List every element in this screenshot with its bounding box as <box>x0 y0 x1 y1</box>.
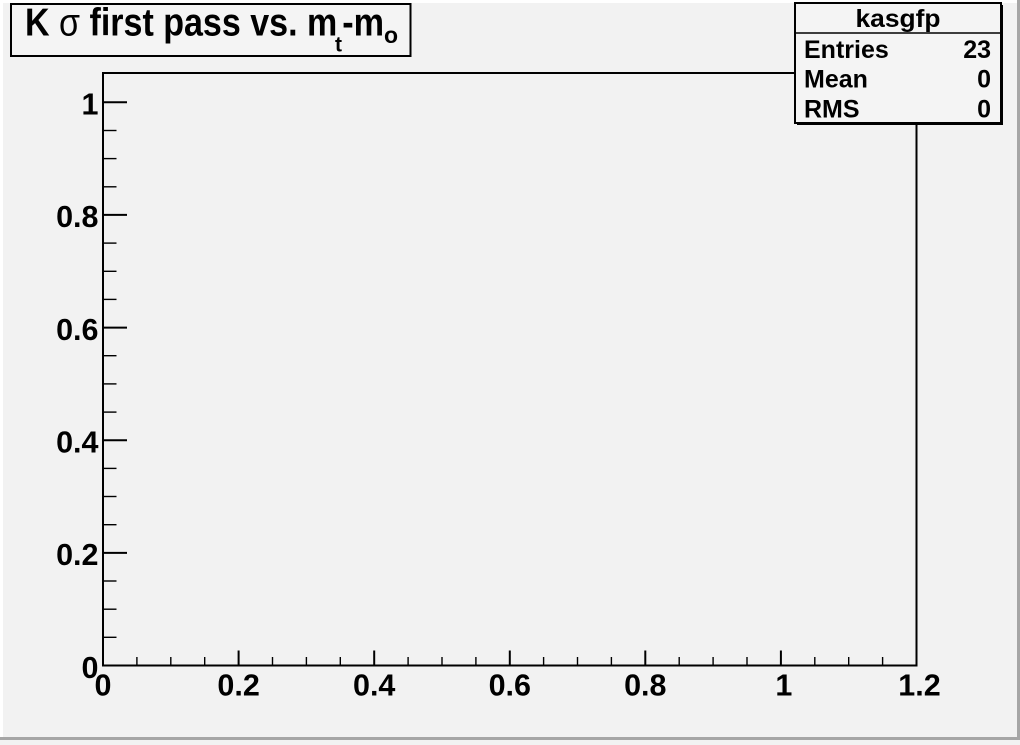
svg-text:t: t <box>335 33 342 56</box>
svg-text:0.4: 0.4 <box>353 669 395 703</box>
svg-text:0.2: 0.2 <box>56 538 98 572</box>
svg-text:0: 0 <box>977 95 991 123</box>
svg-text:0.6: 0.6 <box>489 669 531 703</box>
svg-text:Entries: Entries <box>804 36 889 64</box>
svg-text:kasgfp: kasgfp <box>856 5 941 33</box>
svg-text:0.6: 0.6 <box>56 313 98 347</box>
svg-text:0.8: 0.8 <box>56 200 98 234</box>
svg-text:0.8: 0.8 <box>624 669 666 703</box>
svg-text:0.2: 0.2 <box>217 669 259 703</box>
svg-text:Mean: Mean <box>804 66 868 94</box>
svg-text:23: 23 <box>963 36 991 64</box>
svg-text:1: 1 <box>82 88 99 122</box>
svg-text:0: 0 <box>977 66 991 94</box>
svg-text:RMS: RMS <box>804 95 860 123</box>
svg-text:1.2: 1.2 <box>898 669 940 703</box>
svg-text:-m: -m <box>342 1 384 44</box>
svg-text:K σ first pass vs. m: K σ first pass vs. m <box>25 1 337 44</box>
svg-text:0.4: 0.4 <box>56 426 98 460</box>
svg-text:1: 1 <box>775 669 792 703</box>
svg-text:0: 0 <box>95 669 112 703</box>
svg-text:0: 0 <box>82 651 99 685</box>
svg-text:o: o <box>384 22 398 48</box>
